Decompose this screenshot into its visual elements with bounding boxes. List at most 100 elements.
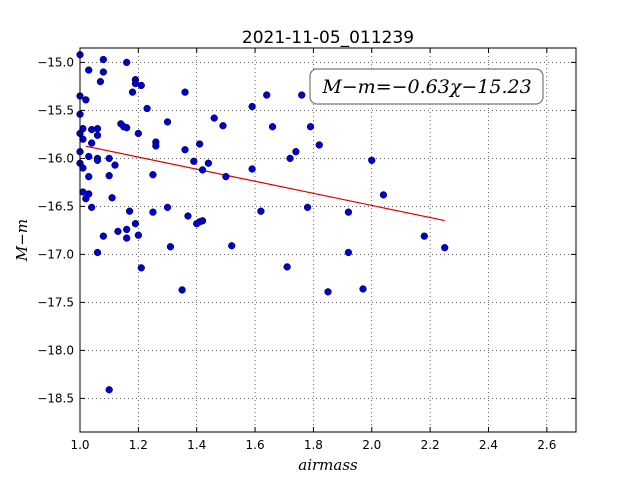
data-point [93,124,102,133]
data-point [286,154,294,163]
x-tick-label: 2.2 [421,438,440,452]
data-point [248,165,256,173]
data-points [76,51,449,394]
y-tick-label: −18.0 [37,343,74,357]
data-point [93,131,102,140]
x-axis-label: airmass [298,456,358,474]
y-tick-label: −18.5 [37,391,74,405]
data-point [344,208,353,216]
data-point [210,114,218,122]
data-point [114,227,122,236]
data-point [128,88,137,96]
data-point [111,161,119,169]
data-point [88,139,96,147]
data-point [82,96,90,104]
data-point [123,225,131,234]
fit-line [85,145,445,222]
data-point [85,66,93,74]
x-tick-label: 1.0 [70,438,89,452]
data-point [368,156,376,164]
data-point [120,123,128,131]
data-point [257,207,265,215]
chart-title: 2021-11-05_011239 [242,28,414,48]
data-point [228,242,236,250]
fit-equation-box: M−m=−0.63χ−15.23 [309,68,544,105]
y-axis-label: M−m [13,219,31,262]
data-point [315,141,323,149]
data-point [96,77,105,86]
data-point [163,118,172,126]
data-point [303,203,312,212]
data-point [137,264,145,272]
data-point [204,159,213,167]
data-point [166,243,175,251]
data-point [123,234,131,242]
data-point [134,231,143,239]
data-point [79,164,87,172]
data-point [441,244,449,252]
data-point [219,122,227,130]
x-tick-label: 2.4 [479,438,498,452]
fit-equation: M−m=−0.63χ−15.23 [321,76,531,98]
y-tick-label: −17.5 [37,295,74,309]
axis-ticks: 1.0 1.2 1.4 1.6 1.8 2.0 2.2 2.4 2.6 −15.0 −15.5 −16… [37,48,576,452]
data-point [195,140,204,148]
data-point [123,58,131,67]
y-tick-label: −15.0 [37,55,74,69]
x-tick-label: 1.4 [187,438,206,452]
x-tick-label: 2.6 [537,438,556,452]
data-point [263,91,271,99]
y-tick-label: −16.5 [37,199,74,213]
data-point [152,142,160,150]
data-point [248,102,256,111]
x-tick-label: 1.6 [246,438,265,452]
data-point [324,288,332,296]
data-point [125,207,134,215]
data-point [193,220,201,228]
data-point [99,68,107,76]
data-point [105,154,113,163]
data-point [359,285,367,293]
x-tick-label: 1.2 [129,438,148,452]
data-point [134,129,143,138]
data-point [99,55,107,64]
data-point [85,152,93,161]
x-tick-label: 1.8 [304,438,323,452]
data-point [105,172,113,180]
data-point [88,203,96,212]
y-tick-label: −16.0 [37,151,74,165]
data-point [190,157,198,165]
data-point [93,248,102,257]
data-point [198,166,207,174]
data-point [268,123,277,131]
data-point [283,263,291,271]
data-point [93,156,102,164]
data-point [149,208,157,216]
data-point [82,195,90,203]
data-point [99,232,107,240]
data-point [85,172,93,181]
data-point [298,91,306,99]
data-point [163,203,172,212]
data-point [143,104,151,113]
data-point [108,194,116,202]
y-tick-label: −15.5 [37,103,74,117]
x-tick-label: 2.0 [362,438,381,452]
data-point [379,191,388,199]
data-point [184,212,192,220]
plot-area-frame [79,47,577,433]
data-point [292,148,300,156]
data-point [420,232,428,240]
data-point [344,248,353,257]
data-point [137,81,145,90]
data-point [222,172,230,181]
data-point [131,220,140,228]
grid-lines [79,48,576,432]
y-tick-label: −17.0 [37,247,74,261]
data-point [105,386,113,394]
data-point [181,88,189,96]
data-point [178,286,186,294]
data-point [149,171,157,179]
data-point [79,135,87,143]
